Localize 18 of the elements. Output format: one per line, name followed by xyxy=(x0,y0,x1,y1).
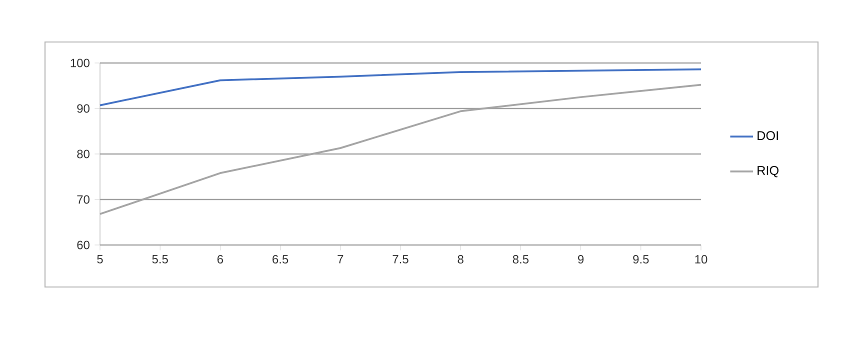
x-tick-label: 9 xyxy=(578,255,584,264)
x-tick-label: 9.5 xyxy=(633,255,649,264)
y-tick-label: 90 xyxy=(77,104,90,113)
y-tick-label: 70 xyxy=(77,195,90,204)
x-tick-label: 7.5 xyxy=(392,255,408,264)
x-tick-label: 5.5 xyxy=(152,255,168,264)
x-tick-label: 6.5 xyxy=(272,255,288,264)
legend-label: RIQ xyxy=(758,166,778,178)
x-tick-label: 8 xyxy=(458,255,464,264)
x-tick-label: 10 xyxy=(695,255,708,264)
legend-label: DOI xyxy=(758,131,778,140)
y-tick-label: 100 xyxy=(70,58,90,68)
y-tick-label: 80 xyxy=(77,150,90,158)
y-tick-label: 60 xyxy=(77,240,90,250)
x-tick-label: 7 xyxy=(338,255,344,264)
x-tick-label: 6 xyxy=(217,255,224,264)
x-tick-label: 8.5 xyxy=(512,255,529,264)
x-tick-label: 5 xyxy=(97,255,103,264)
